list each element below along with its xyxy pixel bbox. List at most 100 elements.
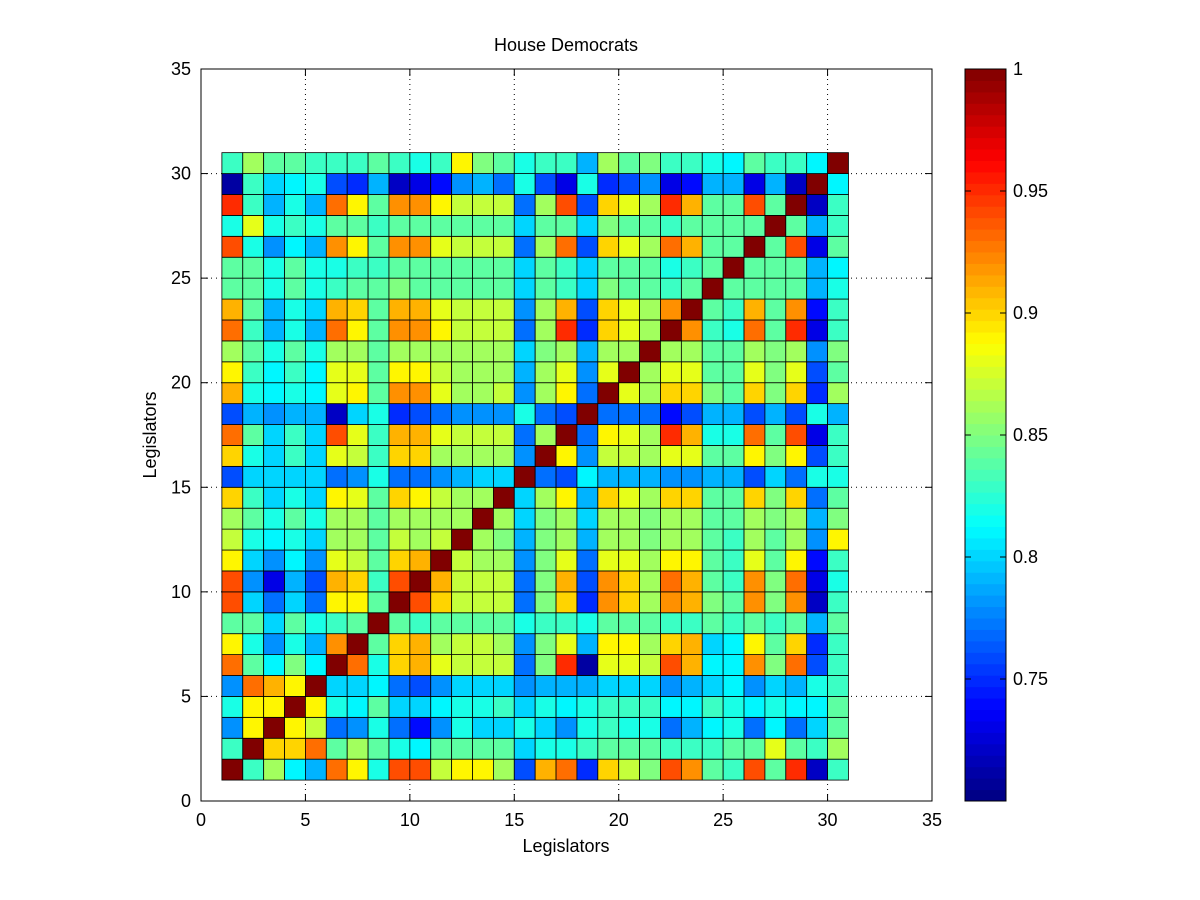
heatmap-cell [555, 214, 578, 237]
heatmap-cell [722, 612, 745, 635]
heatmap-cell [325, 549, 348, 572]
heatmap-cell [472, 445, 494, 467]
heatmap-cell [346, 549, 369, 572]
heatmap-cell [743, 570, 766, 593]
colorbar-swatch [965, 366, 1006, 379]
heatmap-cell [221, 361, 244, 384]
heatmap-cell [513, 340, 536, 363]
heatmap-cell [305, 382, 327, 405]
heatmap-cell [743, 403, 766, 425]
heatmap-cell [263, 591, 285, 614]
heatmap-cell [764, 507, 787, 530]
heatmap-cell [472, 465, 494, 488]
y-tick-label: 25 [171, 268, 191, 288]
heatmap-cell [534, 549, 557, 572]
heatmap-cell [242, 424, 265, 446]
heatmap-cell [263, 173, 285, 195]
heatmap-cell [701, 591, 724, 614]
heatmap-cell [513, 152, 536, 174]
heatmap-cell [221, 403, 244, 425]
heatmap-cell [660, 507, 682, 530]
heatmap-cell [597, 737, 620, 760]
heatmap-cell [409, 528, 432, 551]
colorbar-swatch [965, 240, 1006, 253]
heatmap-cell [660, 612, 682, 635]
heatmap-cell [639, 403, 661, 425]
heatmap-cell [492, 256, 515, 279]
heatmap-cell [680, 298, 703, 321]
heatmap-cell [367, 486, 390, 509]
heatmap-cell [827, 277, 849, 300]
x-tick-label: 10 [400, 810, 420, 830]
heatmap-cell [221, 654, 244, 676]
heatmap-cell [534, 570, 557, 593]
heatmap-cell [221, 675, 244, 697]
heatmap-cell [555, 591, 578, 614]
heatmap-cell [263, 549, 285, 572]
heatmap-cell [367, 528, 390, 551]
heatmap-cell [472, 591, 494, 614]
heatmap-cell [618, 403, 641, 425]
heatmap-cell [305, 633, 327, 656]
heatmap-cell [555, 633, 578, 656]
heatmap-cell [492, 361, 515, 384]
heatmap-cell [534, 382, 557, 405]
heatmap-cell [764, 152, 787, 174]
heatmap-cell [743, 528, 766, 551]
heatmap-cell [263, 612, 285, 635]
heatmap-cell [806, 696, 828, 718]
heatmap-cell [263, 235, 285, 258]
heatmap-cell [722, 549, 745, 572]
heatmap-cell [827, 152, 849, 174]
heatmap-cell [513, 633, 536, 656]
heatmap-cell [806, 570, 828, 593]
heatmap-cell [680, 633, 703, 656]
heatmap-cell [430, 382, 453, 405]
heatmap-cell [472, 361, 494, 384]
heatmap-cell [597, 298, 620, 321]
heatmap-cell [806, 256, 828, 279]
colorbar: 0.75 0.8 0.85 0.9 0.95 1 [964, 59, 1048, 802]
heatmap-cell [764, 235, 787, 258]
heatmap-cell [409, 194, 432, 216]
heatmap-cell [513, 445, 536, 467]
colorbar-swatch [965, 354, 1006, 367]
heatmap-cell [701, 737, 724, 760]
heatmap-cell [263, 465, 285, 488]
heatmap-cell [472, 507, 494, 530]
heatmap-cell [242, 675, 265, 697]
heatmap-cell [701, 403, 724, 425]
heatmap-cell [451, 696, 473, 718]
heatmap-cell [346, 235, 369, 258]
heatmap-cell [346, 675, 369, 697]
heatmap-cell [806, 152, 828, 174]
heatmap-cell [305, 256, 327, 279]
heatmap-cell [221, 173, 244, 195]
heatmap-cell [367, 277, 390, 300]
heatmap-cell [346, 403, 369, 425]
heatmap-cell [430, 737, 453, 760]
heatmap-cell [388, 591, 411, 614]
heatmap-cell [555, 758, 578, 781]
heatmap-cell [367, 675, 390, 697]
heatmap-cell [618, 758, 641, 781]
heatmap-cell [325, 696, 348, 718]
heatmap-cell [263, 675, 285, 697]
heatmap-cell [513, 675, 536, 697]
heatmap-cell [284, 737, 306, 760]
heatmap-cell [680, 340, 703, 363]
heatmap-cell [576, 382, 599, 405]
heatmap-cell [325, 340, 348, 363]
heatmap-cell [451, 152, 473, 174]
heatmap-cell [472, 737, 494, 760]
colorbar-swatch [965, 686, 1006, 699]
heatmap-cell [284, 549, 306, 572]
heatmap-cell [325, 152, 348, 174]
heatmap-cell [764, 256, 787, 279]
heatmap-cell [827, 654, 849, 676]
heatmap-cell [284, 256, 306, 279]
heatmap-cell [325, 235, 348, 258]
heatmap-cell [827, 319, 849, 342]
heatmap-cell [597, 424, 620, 446]
colorbar-swatch [965, 503, 1006, 516]
